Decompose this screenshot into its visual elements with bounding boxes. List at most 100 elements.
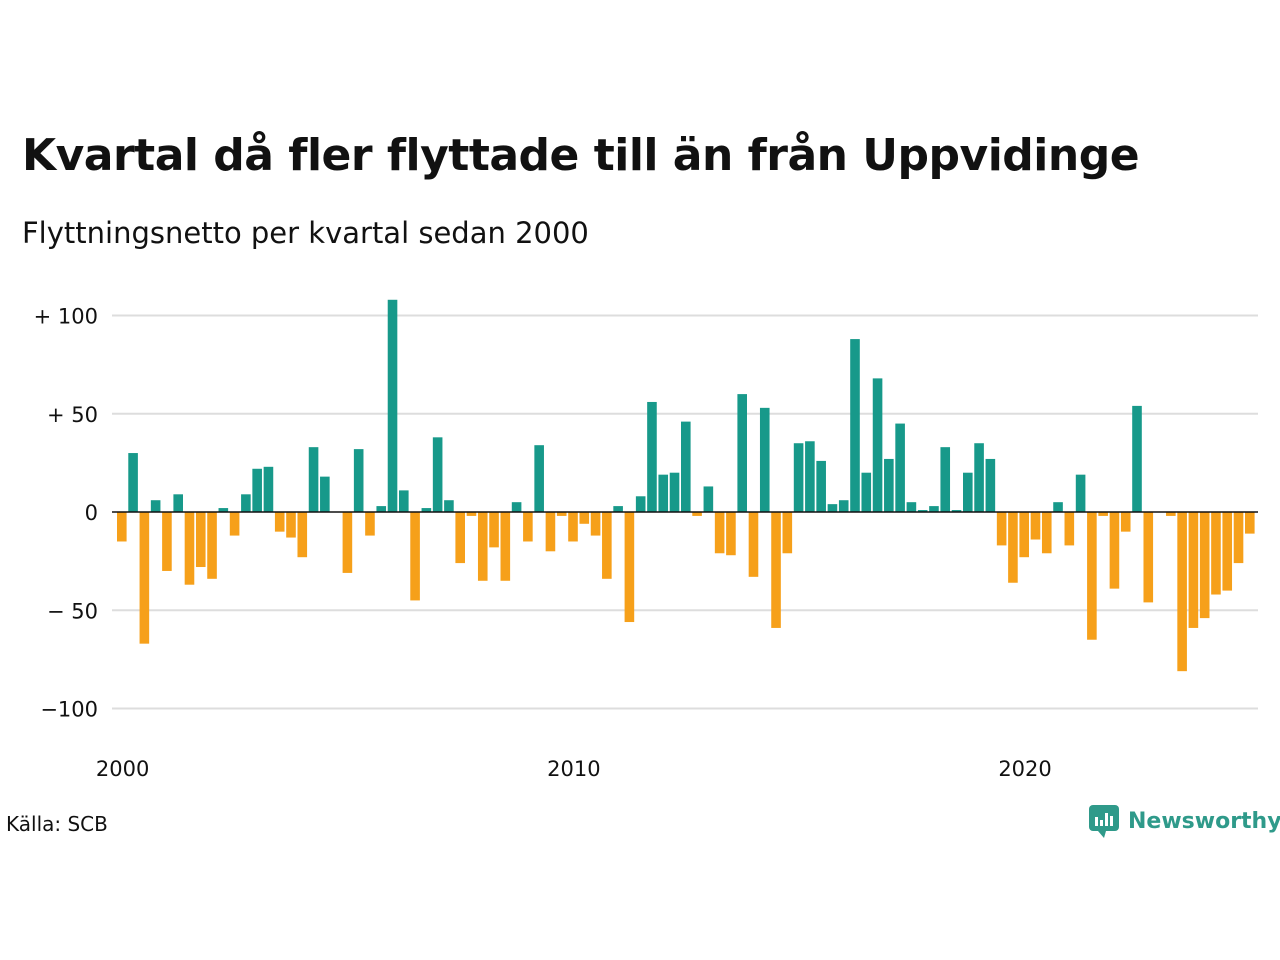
bar: 2017 Q2: 45: [895, 423, 905, 512]
y-tick-label: − 50: [47, 599, 98, 623]
bar: 2018 Q3: 1: [951, 510, 962, 512]
bar: 2012 Q2: 20: [669, 472, 680, 512]
bar: 2023 Q3: -81: [1177, 512, 1187, 672]
bar: 2009 Q1: -15: [523, 512, 533, 542]
bar: 2017 Q1: 27: [884, 458, 894, 512]
bar: 2015 Q2: 36: [805, 441, 815, 512]
bar: 2021 Q4: -2: [1098, 512, 1108, 516]
bar: 2008 Q3: -35: [500, 512, 511, 581]
bar: 2018 Q1: 3: [929, 506, 939, 512]
bar: 2001 Q4: -28: [195, 512, 206, 568]
bar: 2013 Q3: -22: [726, 512, 736, 556]
bar: 2020 Q4: 5: [1053, 502, 1063, 513]
bar: 2019 Q1: 35: [974, 443, 984, 512]
bar: 2016 Q3: 20: [861, 472, 872, 512]
x-axis-tick-labels: 2000 2010 2020: [96, 757, 1052, 781]
bar-chart: 2000 Q1: -152000 Q2: 302000 Q3: -672000 …: [34, 299, 1258, 781]
bar: 2001 Q1: -30: [162, 512, 172, 571]
bar: 2014 Q4: -21: [782, 512, 793, 554]
bar: 2003 Q1: 22: [252, 468, 262, 512]
bar: 2019 Q2: 27: [985, 458, 996, 512]
bar: 2007 Q4: -2: [466, 512, 477, 516]
bar: 2004 Q2: 33: [308, 447, 319, 512]
x-tick-label: 2010: [547, 757, 600, 781]
bar: 2011 Q4: 56: [647, 401, 657, 512]
bar: 2011 Q1: 3: [613, 506, 623, 512]
bar: 2000 Q4: 6: [150, 500, 161, 512]
bar: 2007 Q3: -26: [455, 512, 465, 564]
brand-name: Newsworthy: [1128, 808, 1280, 834]
bar: 2012 Q3: 46: [681, 421, 691, 512]
bar: 2007 Q2: 6: [444, 500, 454, 512]
y-tick-label: + 100: [34, 305, 98, 329]
y-tick-label: + 50: [47, 403, 98, 427]
bar: 2017 Q4: 1: [917, 510, 928, 512]
bar: 2004 Q1: -23: [297, 512, 308, 558]
bar: 2000 Q2: 30: [128, 453, 138, 512]
bar: 2002 Q4: 9: [241, 494, 251, 512]
bar: 2015 Q4: 4: [827, 504, 838, 512]
x-tick-label: 2020: [998, 757, 1051, 781]
bar: 2020 Q3: -21: [1041, 512, 1052, 554]
bar: 2022 Q4: -46: [1143, 512, 1154, 603]
bar: 2010 Q1: -15: [568, 512, 578, 542]
y-tick-label: −100: [40, 698, 98, 722]
chart-title: Kvartal då fler flyttade till än från Up…: [22, 130, 1140, 181]
bar: 2014 Q2: 53: [759, 407, 770, 512]
newsworthy-logo-icon: [1089, 805, 1119, 838]
bar: 2009 Q4: -2: [556, 512, 567, 516]
bar: 2010 Q4: -34: [602, 512, 612, 579]
bar: 2008 Q2: -18: [489, 512, 499, 548]
bar: 2014 Q3: -59: [771, 512, 781, 628]
bar: 2013 Q4: 60: [737, 394, 747, 512]
bar: 2005 Q4: 3: [376, 506, 387, 512]
bar: 2004 Q3: 18: [320, 476, 330, 512]
bar: 2015 Q1: 35: [793, 443, 804, 512]
bar: 2013 Q1: 13: [703, 486, 714, 512]
bar: 2002 Q1: -34: [207, 512, 217, 579]
bar: 2020 Q1: -23: [1019, 512, 1029, 558]
bar: 2007 Q1: 38: [432, 437, 443, 512]
bar: 2021 Q3: -65: [1087, 512, 1097, 640]
bar: 2005 Q2: 32: [353, 449, 364, 512]
bar: 2023 Q4: -59: [1188, 512, 1199, 628]
bar: 2018 Q4: 20: [963, 472, 973, 512]
bar: 2006 Q4: 2: [421, 508, 432, 512]
bar: 2008 Q4: 5: [511, 502, 522, 513]
bar: 2014 Q1: -33: [748, 512, 759, 577]
bar: 2025 Q1: -11: [1245, 512, 1255, 534]
bar: 2011 Q3: 8: [635, 496, 646, 512]
bar: 2003 Q3: -10: [274, 512, 285, 532]
bar: 2022 Q3: 54: [1132, 405, 1142, 512]
bar: 2024 Q4: -26: [1233, 512, 1244, 564]
bar: 2021 Q2: 19: [1075, 474, 1086, 512]
y-tick-label: 0: [85, 501, 98, 525]
bar: 2022 Q1: -39: [1109, 512, 1120, 589]
bar: 2022 Q2: -10: [1120, 512, 1131, 532]
bar: 2000 Q1: -15: [117, 512, 127, 542]
bars: 2000 Q1: -152000 Q2: 302000 Q3: -672000 …: [117, 299, 1255, 672]
bar: 2005 Q3: -12: [365, 512, 375, 536]
bar: 2015 Q3: 26: [816, 460, 826, 512]
bar: 2012 Q1: 19: [658, 474, 669, 512]
bar: 2019 Q3: -17: [996, 512, 1007, 546]
bar: 2013 Q2: -21: [714, 512, 725, 554]
source-note: Källa: SCB: [6, 812, 108, 836]
bar: 2009 Q2: 34: [534, 445, 544, 512]
bar: 2001 Q2: 9: [173, 494, 183, 512]
bar: 2005 Q1: -31: [342, 512, 353, 573]
bar: 2001 Q3: -37: [184, 512, 195, 585]
bar: 2018 Q2: 33: [940, 447, 951, 512]
bar: 2006 Q3: -45: [410, 512, 420, 601]
bar: 2002 Q2: 2: [218, 508, 229, 512]
bar: 2016 Q2: 88: [850, 339, 860, 512]
bar: 2016 Q1: 6: [838, 500, 849, 512]
bar: 2017 Q3: 5: [906, 502, 917, 513]
bar: 2016 Q4: 68: [872, 378, 883, 512]
bar: 2024 Q2: -42: [1211, 512, 1221, 595]
bar: 2006 Q1: 108: [387, 299, 398, 512]
bar: 2010 Q3: -12: [590, 512, 601, 536]
bar: 2024 Q3: -40: [1222, 512, 1233, 591]
x-tick-label: 2000: [96, 757, 149, 781]
gridlines: [112, 314, 1258, 710]
